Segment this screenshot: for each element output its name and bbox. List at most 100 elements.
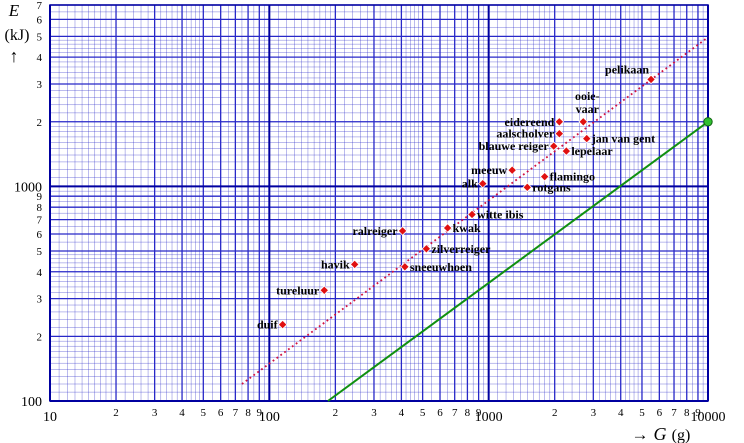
x-axis-label: → G (g) — [632, 424, 691, 443]
point-label: ooie- — [575, 89, 600, 103]
point-label: aalscholver — [496, 127, 555, 141]
point-label: kwak — [453, 221, 481, 235]
y-tick-label: 9 — [37, 191, 43, 203]
y-major-tick-label: 100 — [21, 395, 42, 410]
point-label: meeuw — [471, 163, 507, 177]
point-marker — [561, 146, 572, 156]
y-tick-label: 6 — [37, 14, 43, 26]
x-tick-label: 4 — [399, 407, 405, 419]
data-point: tureluur — [276, 283, 330, 297]
x-tick-label: 3 — [591, 407, 597, 419]
plot-frame — [49, 4, 709, 402]
x-tick-label: 2 — [333, 407, 339, 419]
point-marker — [554, 128, 565, 139]
data-point: flamingo — [539, 170, 595, 184]
point-marker — [554, 116, 565, 127]
y-tick-label: 4 — [37, 52, 43, 64]
point-label: alk — [462, 177, 478, 191]
data-point: lepelaar — [561, 144, 613, 158]
y-tick-label: 7 — [37, 0, 43, 12]
point-label: jan van gent — [591, 132, 655, 146]
data-point: aalscholver — [496, 127, 565, 141]
data-point: havik — [321, 257, 360, 271]
point-label: eidereend — [505, 115, 555, 129]
point-marker — [548, 141, 559, 151]
y-tick-label: 2 — [37, 331, 43, 343]
x-tick-label: 2 — [552, 407, 558, 419]
point-label: rotgans — [532, 180, 571, 194]
grid — [49, 4, 709, 402]
point-label: tureluur — [276, 283, 320, 297]
point-label: blauwe reiger — [479, 139, 550, 153]
point-marker — [539, 171, 550, 182]
point-marker — [646, 74, 656, 85]
point-marker — [507, 165, 517, 175]
green-line-end-marker — [703, 117, 713, 127]
data-point: pelikaan — [605, 62, 656, 85]
tick-labels: 2 3 4 5 6 7 8 9 2 3 4 5 6 7 8 9 2 3 4 5 6 7 8 92345678923456710… — [14, 0, 726, 425]
x-tick-label: 8 — [245, 407, 251, 419]
point-label: flamingo — [550, 170, 595, 184]
x-tick-label: 4 — [179, 407, 185, 419]
x-axis-symbol: G — [654, 424, 667, 443]
point-label: havik — [321, 257, 350, 271]
data-point: alk — [462, 177, 488, 191]
dotted-trend-line — [241, 36, 709, 385]
point-marker — [277, 319, 288, 330]
x-tick-label: 7 — [233, 407, 239, 419]
x-tick-label: 6 — [218, 407, 224, 419]
x-major-tick-label: 10 — [43, 410, 57, 425]
y-axis-symbol: E — [8, 1, 20, 20]
point-marker — [397, 226, 408, 236]
data-point: zilverreiger — [421, 242, 491, 256]
data-point: jan van gent — [581, 132, 655, 146]
y-axis-label: E (kJ) ↑ — [5, 1, 30, 66]
point-marker — [581, 133, 592, 144]
point-marker — [319, 285, 330, 296]
x-tick-label: 6 — [437, 407, 443, 419]
x-tick-label: 3 — [152, 407, 158, 419]
x-tick-label: 7 — [452, 407, 458, 419]
x-tick-label: 6 — [657, 407, 663, 419]
x-tick-label: 5 — [201, 407, 207, 419]
y-axis-unit: (kJ) — [5, 27, 30, 44]
y-tick-label: 5 — [37, 246, 43, 258]
trend-lines — [241, 36, 713, 402]
x-tick-label: 7 — [671, 407, 677, 419]
point-marker — [349, 259, 360, 270]
x-tick-label: 9 — [695, 407, 701, 419]
x-tick-label: 5 — [420, 407, 426, 419]
x-tick-label: 3 — [371, 407, 377, 419]
x-major-tick-label: 100 — [259, 410, 280, 425]
x-tick-label: 4 — [618, 407, 624, 419]
data-point: meeuw — [471, 163, 517, 177]
x-tick-label: 8 — [465, 407, 471, 419]
point-label: duif — [257, 318, 279, 332]
data-point: witte ibis — [467, 207, 524, 221]
point-marker — [400, 261, 410, 272]
point-label: witte ibis — [477, 207, 524, 221]
y-tick-label: 6 — [37, 229, 43, 241]
x-tick-label: 9 — [257, 407, 263, 419]
y-tick-label: 3 — [37, 79, 43, 91]
data-point: ooie-vaar — [575, 89, 600, 127]
y-major-tick-label: 1000 — [14, 180, 42, 195]
x-tick-label: 9 — [476, 407, 482, 419]
y-tick-label: 8 — [37, 202, 43, 214]
y-tick-label: 2 — [37, 117, 43, 129]
data-point: sneeuwhoen — [400, 260, 472, 274]
data-point: rotgans — [522, 180, 571, 194]
point-label: lepelaar — [571, 144, 613, 158]
point-label: ralreiger — [352, 224, 398, 238]
y-axis-arrow: ↑ — [10, 46, 19, 66]
y-tick-label: 5 — [37, 31, 43, 43]
data-point: duif — [257, 318, 288, 332]
data-point: eidereend — [505, 115, 565, 129]
y-tick-label: 3 — [37, 294, 43, 306]
point-marker — [467, 209, 477, 220]
x-axis-unit: (g) — [672, 427, 691, 443]
point-marker — [442, 223, 453, 233]
x-major-tick-label: 10000 — [691, 410, 726, 425]
y-tick-label: 7 — [37, 215, 43, 227]
